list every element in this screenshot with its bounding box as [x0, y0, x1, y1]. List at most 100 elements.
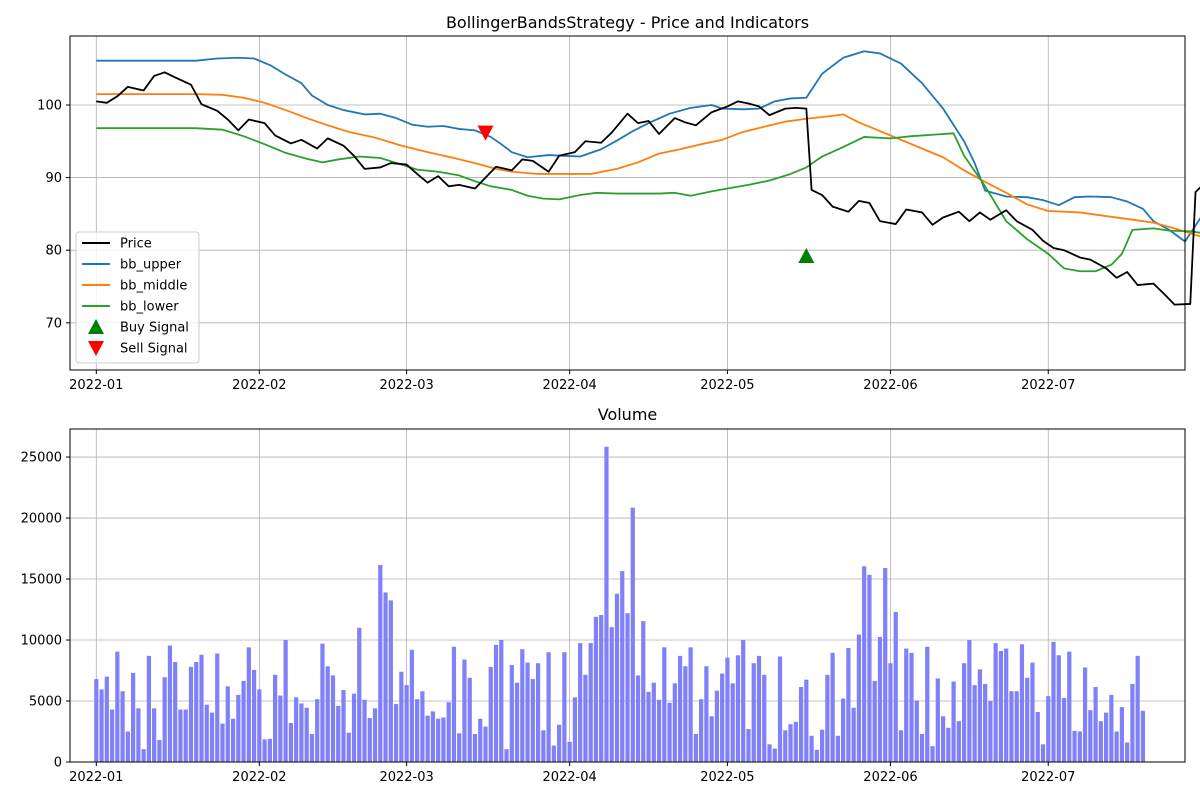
volume-bar	[1046, 696, 1051, 762]
volume-bar	[746, 729, 751, 762]
volume-bar	[204, 704, 209, 762]
volume-bar	[120, 691, 125, 762]
volume-bar	[152, 708, 157, 762]
volume-bar	[925, 646, 930, 762]
volume-bar	[320, 643, 325, 762]
volume-x-tick-label-2022-06: 2022-06	[863, 770, 917, 785]
series-line-bb-lower	[96, 127, 1200, 273]
volume-bar	[919, 733, 925, 762]
price-x-tick-label-2022-04: 2022-04	[542, 378, 596, 393]
volume-bar	[341, 690, 346, 762]
volume-bar	[1093, 686, 1098, 762]
volume-bar	[1104, 712, 1109, 762]
volume-bar	[383, 592, 388, 762]
volume-bar	[641, 621, 646, 762]
volume-bar	[930, 746, 935, 762]
price-x-axis: 2022-01 2022-02 2022-03 2022-04 2022-05 2022-…	[69, 370, 1075, 393]
volume-y-tick-label-15000: 15000	[21, 573, 62, 588]
volume-bar	[609, 627, 614, 762]
volume-bar	[898, 730, 904, 762]
volume-y-tick-label-0: 0	[54, 756, 62, 771]
volume-bar	[856, 634, 862, 762]
price-legend: Price bb_upper bb_middle bb_lower Buy Si…	[75, 231, 200, 364]
volume-bar	[814, 749, 819, 762]
buy-signal-marker	[798, 248, 815, 263]
price-series-lines	[96, 50, 1200, 306]
volume-bar	[677, 655, 683, 762]
volume-bar	[841, 698, 846, 762]
volume-bar	[1114, 731, 1119, 762]
volume-bar	[593, 616, 599, 762]
volume-bar	[325, 666, 330, 762]
legend-label-bb-lower: bb_lower	[120, 300, 179, 315]
volume-bar	[583, 674, 588, 762]
volume-bar	[893, 611, 898, 762]
volume-bar	[651, 682, 656, 762]
volume-bar	[830, 652, 835, 762]
volume-bar	[983, 683, 988, 762]
series-line-price	[96, 71, 1200, 306]
volume-bar	[846, 647, 851, 762]
volume-bar	[157, 740, 162, 762]
volume-bar	[167, 645, 173, 762]
volume-bar	[572, 697, 578, 762]
price-plot-frame	[69, 35, 1186, 371]
volume-bar	[614, 593, 620, 762]
volume-bar	[215, 653, 220, 762]
volume-bar	[688, 647, 693, 762]
volume-bar	[635, 675, 641, 762]
volume-bar	[330, 675, 336, 762]
volume-bar	[441, 717, 446, 762]
price-plot-area	[70, 36, 1185, 370]
volume-bar	[714, 690, 720, 762]
volume-bar	[525, 662, 530, 762]
volume-bar	[1025, 677, 1030, 762]
price-x-tick-label-2022-07: 2022-07	[1021, 378, 1075, 393]
volume-bar	[867, 574, 872, 762]
price-y-tick-label-70: 70	[45, 316, 62, 331]
volume-bar	[514, 682, 520, 762]
volume-bar	[278, 695, 283, 762]
volume-bar	[578, 643, 583, 762]
volume-bar	[499, 640, 504, 762]
volume-bar	[551, 745, 556, 762]
volume-bar	[346, 732, 351, 762]
volume-bar	[246, 647, 251, 762]
volume-bar	[115, 651, 120, 762]
volume-bar	[230, 718, 236, 762]
volume-x-axis: 2022-01 2022-02 2022-03 2022-04 2022-05 2022-…	[69, 762, 1075, 785]
volume-bar	[294, 697, 299, 762]
volume-bar	[793, 721, 798, 762]
volume-bar	[683, 666, 688, 762]
volume-x-tick-label-2022-04: 2022-04	[542, 770, 596, 785]
volume-bar	[935, 678, 940, 762]
volume-bar	[478, 718, 483, 762]
volume-bar	[1088, 710, 1093, 762]
volume-bar	[1067, 651, 1072, 762]
volume-x-tick-label-2022-05: 2022-05	[700, 770, 754, 785]
volume-bar	[662, 647, 667, 762]
volume-bar	[604, 446, 609, 762]
volume-bar	[693, 733, 698, 762]
volume-chart-title: Volume	[598, 405, 658, 424]
volume-bar	[1098, 721, 1103, 762]
volume-bar	[1030, 662, 1035, 762]
volume-bar	[993, 643, 998, 762]
volume-bar	[530, 679, 535, 762]
volume-bar	[804, 679, 809, 762]
volume-bar	[851, 707, 856, 762]
volume-bar	[767, 744, 772, 762]
volume-bar	[241, 680, 246, 762]
volume-bar	[509, 665, 514, 762]
series-line-bb-upper	[96, 50, 1200, 243]
volume-bar	[877, 636, 883, 762]
volume-bar	[951, 681, 956, 762]
volume-bar	[783, 730, 788, 762]
volume-bar	[136, 708, 141, 762]
volume-bar	[283, 640, 288, 762]
price-y-tick-label-80: 80	[45, 244, 62, 259]
volume-bar	[909, 652, 914, 762]
volume-y-axis: 0 5000 10000 15000 20000 25000	[21, 451, 70, 771]
volume-bar	[99, 689, 104, 762]
price-chart-title: BollingerBandsStrategy - Price and Indic…	[446, 13, 809, 32]
